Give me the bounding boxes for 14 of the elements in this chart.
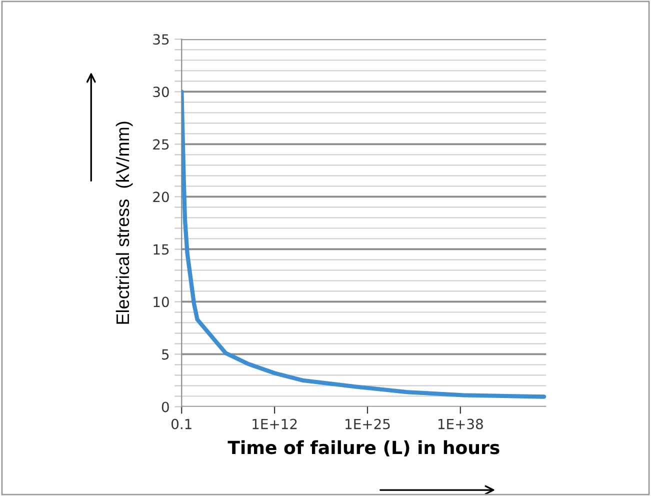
x-axis-title: Time of failure (L) in hours bbox=[228, 440, 500, 456]
x-tick-label: 0.1 bbox=[172, 418, 192, 430]
y-tick-label: 15 bbox=[154, 244, 169, 255]
x-tick-label: 1E+25 bbox=[346, 418, 390, 430]
y-axis-title: Electrical stress (kV/mm) bbox=[116, 122, 133, 324]
y-tick-label: 10 bbox=[154, 296, 169, 308]
y-tick-label: 5 bbox=[162, 349, 169, 360]
y-tick-label: 25 bbox=[153, 139, 169, 150]
x-tick-label: 1E+38 bbox=[438, 418, 483, 430]
y-tick-label: 0 bbox=[162, 402, 169, 412]
y-tick-label: 20 bbox=[153, 192, 169, 202]
y-tick-label: 35 bbox=[153, 34, 169, 45]
x-tick-label: 1E+12 bbox=[252, 418, 297, 430]
y-tick-label: 30 bbox=[153, 86, 169, 98]
